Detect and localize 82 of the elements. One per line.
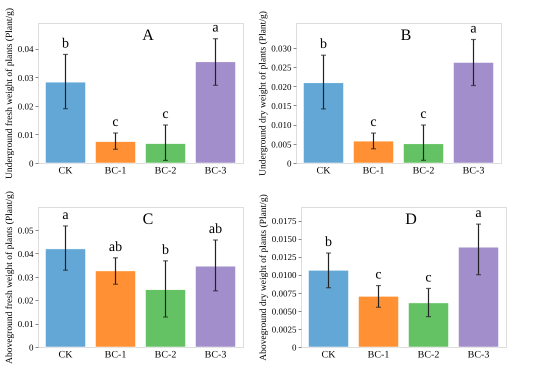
x-tick-label: BC-1 — [104, 350, 126, 360]
x-tick-label: BC-3 — [204, 166, 226, 176]
bar — [308, 270, 349, 348]
y-tick-label: 0.0150 — [272, 234, 297, 244]
bar — [358, 296, 399, 348]
chart-title: B — [400, 27, 412, 44]
y-tick-label: 0.025 — [271, 62, 292, 73]
y-tick-label: 0.0175 — [272, 216, 297, 226]
x-tick-label: BC-3 — [462, 166, 484, 176]
bar — [95, 270, 136, 348]
annotation: ab — [208, 222, 222, 238]
bar — [453, 62, 494, 164]
y-tick-label: 0.01 — [18, 319, 34, 330]
x-tick-label: BC-2 — [154, 350, 176, 360]
bar — [45, 82, 86, 164]
y-tick-label: 0 — [292, 342, 297, 352]
annotation: b — [320, 37, 327, 52]
y-tick-label: 0.04 — [18, 248, 34, 259]
chart-title: A — [142, 27, 154, 44]
bar — [95, 141, 136, 164]
chart-title: D — [405, 211, 417, 228]
y-axis-title: Underground dry weight of plants (Plant/g) — [258, 11, 268, 176]
bar — [408, 302, 449, 348]
bar — [458, 247, 499, 348]
y-tick-label: 0 — [287, 158, 292, 168]
x-tick-label: CK — [58, 350, 74, 360]
x-tick-label: BC-1 — [368, 350, 390, 360]
bar — [353, 140, 394, 164]
y-tick-label: 0 — [29, 342, 34, 352]
bar — [195, 62, 236, 164]
y-tick-label: 0.005 — [271, 139, 292, 150]
y-tick-label: 0.0025 — [272, 324, 297, 334]
x-tick-label: BC-1 — [104, 166, 126, 176]
y-tick-label: 0.0075 — [272, 288, 297, 298]
y-tick-label: 0.0050 — [272, 306, 297, 316]
annotation: c — [375, 268, 382, 283]
annotation: c — [370, 115, 377, 130]
bar — [145, 143, 186, 164]
y-tick-label: 0.04 — [18, 44, 34, 54]
y-tick-label: 0 — [29, 158, 34, 168]
y-axis-title: Underground fresh weight of plants (Plant/g) — [4, 8, 15, 180]
bar — [303, 82, 344, 164]
annotation: c — [162, 107, 169, 122]
bar — [145, 289, 186, 348]
annotation: a — [62, 208, 70, 223]
x-tick-label: BC-1 — [362, 166, 384, 176]
y-tick-label: 0.03 — [18, 72, 34, 83]
y-tick-label: 0.030 — [271, 43, 292, 54]
y-tick-label: 0.010 — [271, 120, 292, 130]
annotation: a — [212, 20, 220, 36]
x-tick-label: CK — [322, 350, 336, 360]
bar — [403, 144, 444, 164]
x-tick-label: BC-2 — [418, 350, 440, 360]
chart-title: C — [142, 211, 154, 228]
annotation: b — [62, 36, 69, 52]
annotation: b — [162, 242, 169, 258]
x-tick-label: CK — [58, 166, 74, 176]
y-axis-title: Aboveground fresh weight of plants (Plant/g) — [4, 191, 15, 364]
y-tick-label: 0.015 — [271, 100, 292, 111]
bar — [45, 248, 86, 348]
annotation: c — [420, 107, 427, 122]
x-tick-label: BC-3 — [204, 350, 226, 360]
x-tick-label: CK — [316, 166, 332, 176]
bar — [195, 266, 236, 348]
y-tick-label: 0.0125 — [272, 252, 297, 262]
x-tick-label: BC-2 — [154, 166, 176, 176]
annotation: c — [112, 115, 119, 130]
y-tick-label: 0.0100 — [272, 270, 297, 280]
x-tick-label: BC-2 — [412, 166, 434, 176]
annotation: a — [470, 21, 478, 36]
annotation: a — [475, 206, 482, 222]
y-tick-label: 0.02 — [18, 101, 34, 112]
x-tick-label: BC-3 — [468, 350, 490, 360]
y-tick-label: 0.02 — [18, 296, 34, 306]
y-axis-title: Aboveground dry weight of plants (Plant/g) — [258, 194, 269, 361]
annotation: c — [425, 270, 432, 286]
y-tick-label: 0.05 — [18, 225, 34, 236]
annotation: ab — [108, 240, 122, 255]
y-tick-label: 0.020 — [271, 82, 292, 92]
y-tick-label: 0.03 — [18, 272, 34, 282]
y-tick-label: 0.01 — [18, 130, 34, 140]
annotation: b — [325, 235, 332, 250]
